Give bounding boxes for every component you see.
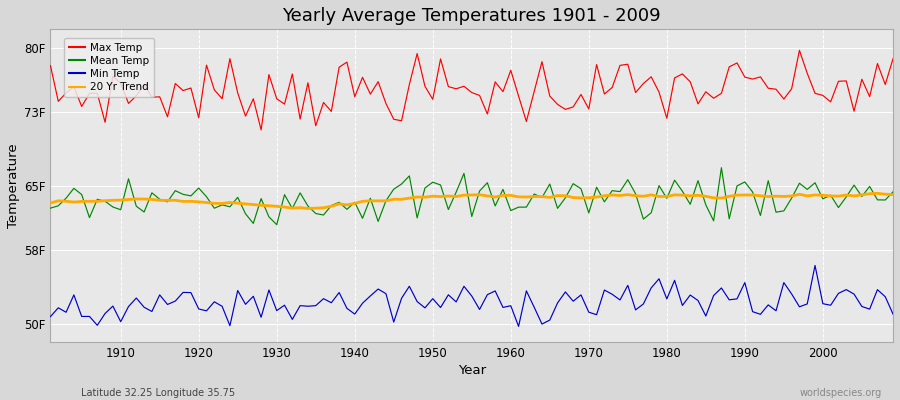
Text: worldspecies.org: worldspecies.org	[800, 388, 882, 398]
Legend: Max Temp, Mean Temp, Min Temp, 20 Yr Trend: Max Temp, Mean Temp, Min Temp, 20 Yr Tre…	[64, 38, 155, 98]
X-axis label: Year: Year	[458, 364, 486, 377]
Title: Yearly Average Temperatures 1901 - 2009: Yearly Average Temperatures 1901 - 2009	[283, 7, 662, 25]
Y-axis label: Temperature: Temperature	[7, 143, 20, 228]
Text: Latitude 32.25 Longitude 35.75: Latitude 32.25 Longitude 35.75	[81, 388, 235, 398]
